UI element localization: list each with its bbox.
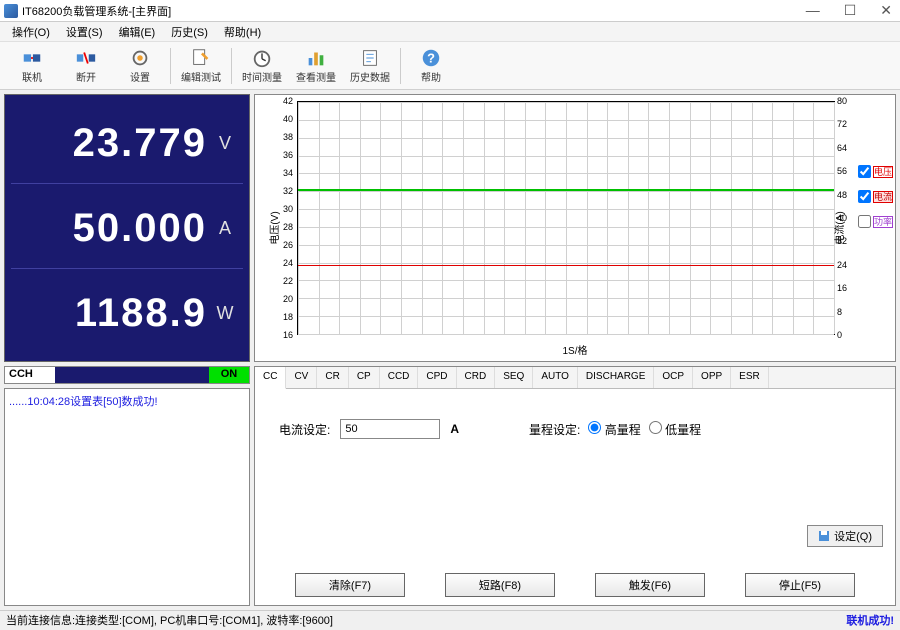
chart-panel: 电压(V) 1618202224262830323436384042 08162…: [254, 94, 896, 362]
connection-status: 联机成功!: [846, 612, 894, 628]
tab-opp[interactable]: OPP: [693, 367, 731, 388]
statusbar: 当前连接信息:连接类型:[COM], PC机串口号:[COM1], 波特率:[9…: [0, 610, 900, 628]
window-title: IT68200负载管理系统-[主界面]: [22, 3, 802, 19]
chart-legend: 电压 电流 功率: [858, 165, 893, 228]
current-set-label: 电流设定:: [279, 421, 330, 438]
tab-cpd[interactable]: CPD: [418, 367, 456, 388]
tab-discharge[interactable]: DISCHARGE: [578, 367, 654, 388]
short-button[interactable]: 短路(F8): [445, 573, 555, 597]
titlebar: IT68200负载管理系统-[主界面] — ☐ ✕: [0, 0, 900, 22]
connection-info: 当前连接信息:连接类型:[COM], PC机串口号:[COM1], 波特率:[9…: [6, 612, 846, 628]
toolbar-edit-test[interactable]: 编辑测试: [175, 44, 227, 88]
app-icon: [4, 4, 18, 18]
output-state: ON: [209, 367, 249, 383]
trigger-button[interactable]: 触发(F6): [595, 573, 705, 597]
voltage-value: 23.779: [73, 121, 207, 166]
toolbar-help-label: 帮助: [421, 69, 441, 84]
menu-edit[interactable]: 编辑(E): [113, 22, 162, 42]
toolbar-history[interactable]: 历史数据: [344, 44, 396, 88]
toolbar-time-label: 时间测量: [242, 69, 282, 84]
toolbar: 联机 断开 设置 编辑测试 时间测量 查看测量 历史数据 ? 帮助: [0, 42, 900, 90]
tab-ccd[interactable]: CCD: [380, 367, 419, 388]
range-low-radio[interactable]: 低量程: [649, 421, 701, 438]
current-trace: [298, 189, 834, 191]
control-panel: CCCVCRCPCCDCPDCRDSEQAUTODISCHARGEOCPOPPE…: [254, 366, 896, 606]
gear-icon: [129, 47, 151, 69]
toolbar-view-measure[interactable]: 查看测量: [290, 44, 342, 88]
edit-icon: [190, 47, 212, 69]
menubar: 操作(O) 设置(S) 编辑(E) 历史(S) 帮助(H): [0, 22, 900, 42]
connect-icon: [21, 47, 43, 69]
tab-cc[interactable]: CC: [255, 367, 286, 389]
toolbar-history-label: 历史数据: [350, 69, 390, 84]
menu-settings[interactable]: 设置(S): [60, 22, 109, 42]
set-button[interactable]: 设定(Q): [807, 525, 883, 547]
mode-indicator: CCH: [5, 367, 55, 383]
current-unit: A: [213, 218, 237, 239]
clear-button[interactable]: 清除(F7): [295, 573, 405, 597]
chart-plot-area: [297, 101, 835, 335]
toolbar-connect[interactable]: 联机: [6, 44, 58, 88]
legend-voltage[interactable]: 电压: [858, 165, 893, 178]
current-set-input[interactable]: [340, 419, 440, 439]
cc-settings: 电流设定: A 量程设定: 高量程 低量程 设定(Q): [255, 389, 895, 605]
log-panel: ......10:04:28设置表[50]数成功!: [4, 388, 250, 606]
toolbar-help[interactable]: ? 帮助: [405, 44, 457, 88]
range-label: 量程设定:: [529, 421, 580, 438]
x-label: 1S/格: [562, 342, 587, 357]
svg-text:?: ?: [427, 51, 435, 66]
help-icon: ?: [420, 47, 442, 69]
menu-history[interactable]: 历史(S): [165, 22, 214, 42]
voltage-unit: V: [213, 133, 237, 154]
y-left-ticks: 1618202224262830323436384042: [273, 101, 293, 335]
legend-current[interactable]: 电流: [858, 190, 893, 203]
mode-status-row: CCH ON: [4, 366, 250, 384]
tab-esr[interactable]: ESR: [731, 367, 769, 388]
menu-help[interactable]: 帮助(H): [218, 22, 267, 42]
close-button[interactable]: ✕: [876, 2, 896, 19]
measurement-display: 23.779 V 50.000 A 1188.9 W: [4, 94, 250, 362]
clock-icon: [251, 47, 273, 69]
stop-button[interactable]: 停止(F5): [745, 573, 855, 597]
voltage-trace: [298, 265, 834, 267]
tab-ocp[interactable]: OCP: [654, 367, 693, 388]
tab-crd[interactable]: CRD: [457, 367, 496, 388]
tab-cv[interactable]: CV: [286, 367, 317, 388]
toolbar-connect-label: 联机: [22, 69, 42, 84]
y-right-label: 电流(A): [831, 211, 846, 244]
current-readout: 50.000 A: [11, 188, 243, 269]
toolbar-disconnect[interactable]: 断开: [60, 44, 112, 88]
tab-cp[interactable]: CP: [349, 367, 380, 388]
menu-operate[interactable]: 操作(O): [6, 22, 56, 42]
save-icon: [818, 530, 830, 542]
tab-auto[interactable]: AUTO: [533, 367, 578, 388]
mode-tabs: CCCVCRCPCCDCPDCRDSEQAUTODISCHARGEOCPOPPE…: [255, 367, 895, 389]
toolbar-settings[interactable]: 设置: [114, 44, 166, 88]
disconnect-icon: [75, 47, 97, 69]
toolbar-settings-label: 设置: [130, 69, 150, 84]
barchart-icon: [305, 47, 327, 69]
log-line: ......10:04:28设置表[50]数成功!: [9, 393, 245, 409]
range-high-radio[interactable]: 高量程: [588, 421, 640, 438]
tab-cr[interactable]: CR: [317, 367, 348, 388]
toolbar-view-label: 查看测量: [296, 69, 336, 84]
maximize-button[interactable]: ☐: [840, 2, 861, 19]
power-unit: W: [213, 303, 237, 324]
current-set-unit: A: [450, 422, 459, 436]
current-value: 50.000: [73, 206, 207, 251]
toolbar-disconnect-label: 断开: [76, 69, 96, 84]
minimize-button[interactable]: —: [802, 2, 824, 19]
toolbar-time-measure[interactable]: 时间测量: [236, 44, 288, 88]
power-value: 1188.9: [75, 291, 207, 336]
power-readout: 1188.9 W: [11, 273, 243, 353]
tab-seq[interactable]: SEQ: [495, 367, 533, 388]
toolbar-edit-label: 编辑测试: [181, 69, 221, 84]
history-icon: [359, 47, 381, 69]
voltage-readout: 23.779 V: [11, 103, 243, 184]
legend-power[interactable]: 功率: [858, 215, 893, 228]
